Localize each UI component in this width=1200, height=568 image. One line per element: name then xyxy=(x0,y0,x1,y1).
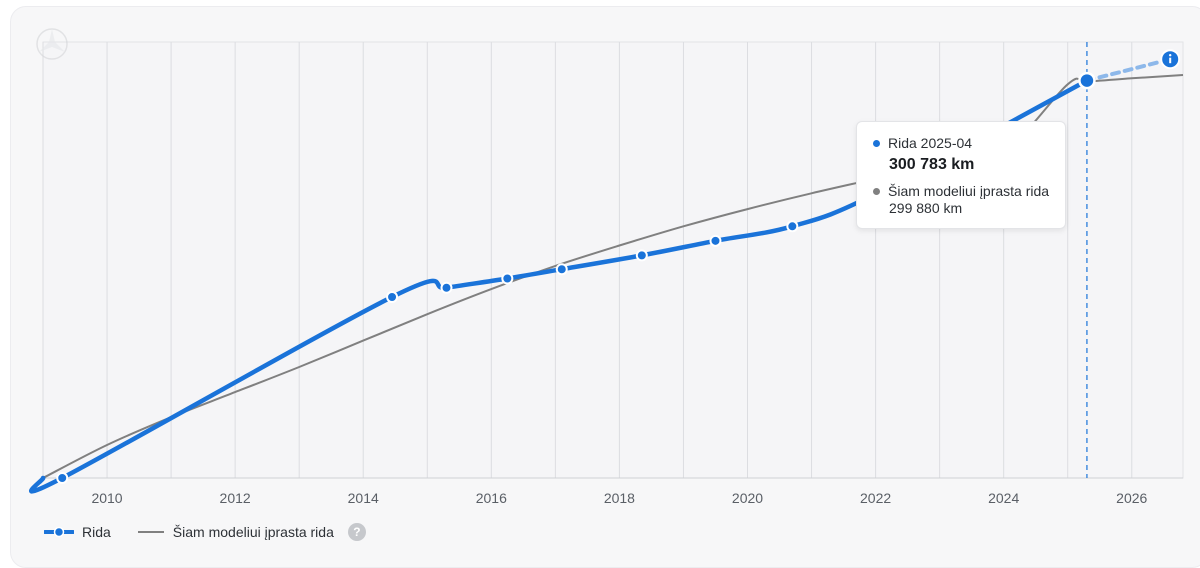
x-tick-label: 2020 xyxy=(732,490,763,506)
x-tick-label: 2026 xyxy=(1116,490,1147,506)
legend-label-typical: Šiam modeliui įprasta rida xyxy=(172,524,334,540)
data-point xyxy=(786,220,799,233)
series xyxy=(29,42,1184,494)
data-point xyxy=(501,272,514,285)
points xyxy=(56,49,1181,484)
x-axis: 2010 2012 2014 2016 2018 2020 2022 2024 2026 xyxy=(43,477,1183,506)
tooltip-value: 300 783 km xyxy=(889,156,975,173)
legend-item-typical[interactable]: Šiam modeliui įprasta rida xyxy=(137,524,334,540)
x-tick-label: 2012 xyxy=(220,490,251,506)
x-tick-label: 2024 xyxy=(988,490,1019,506)
rida-line-icon xyxy=(44,526,74,538)
x-tick-label: 2018 xyxy=(604,490,635,506)
logo-icon xyxy=(36,28,68,60)
info-icon xyxy=(1160,49,1181,70)
x-tick-label: 2014 xyxy=(348,490,379,506)
data-point xyxy=(709,234,722,247)
series-line-typical xyxy=(42,74,1184,479)
legend: Rida Šiam modeliui įprasta rida ? xyxy=(44,522,366,542)
x-tick-label: 2010 xyxy=(91,490,122,506)
tooltip-title-row: Rida 2025-04 xyxy=(873,134,1051,152)
data-point xyxy=(440,281,453,294)
chart-tooltip: Rida 2025-04 300 783 km Šiam modeliui įp… xyxy=(856,121,1066,229)
data-point xyxy=(555,263,568,276)
series-line-rida xyxy=(29,78,1090,494)
x-tick-label: 2016 xyxy=(476,490,507,506)
data-point xyxy=(56,472,69,484)
tooltip-typical-row: Šiam modeliui įprasta rida xyxy=(873,182,1051,200)
data-point xyxy=(386,290,399,303)
data-point-highlight xyxy=(1078,71,1096,90)
data-point xyxy=(635,249,648,262)
help-icon[interactable]: ? xyxy=(347,523,366,541)
legend-item-rida[interactable]: Rida xyxy=(44,524,111,540)
tooltip-typical-value: 299 880 km xyxy=(889,200,963,216)
tooltip-title: Rida 2025-04 xyxy=(888,135,973,151)
series-projection-rida xyxy=(1084,57,1173,83)
tooltip-typical-label: Šiam modeliui įprasta rida xyxy=(888,183,1050,199)
typical-dot-icon xyxy=(873,187,880,195)
rida-dot-icon xyxy=(873,139,880,147)
x-tick-label: 2022 xyxy=(860,490,891,506)
typical-line-icon xyxy=(137,531,164,533)
legend-label-rida: Rida xyxy=(82,524,111,540)
